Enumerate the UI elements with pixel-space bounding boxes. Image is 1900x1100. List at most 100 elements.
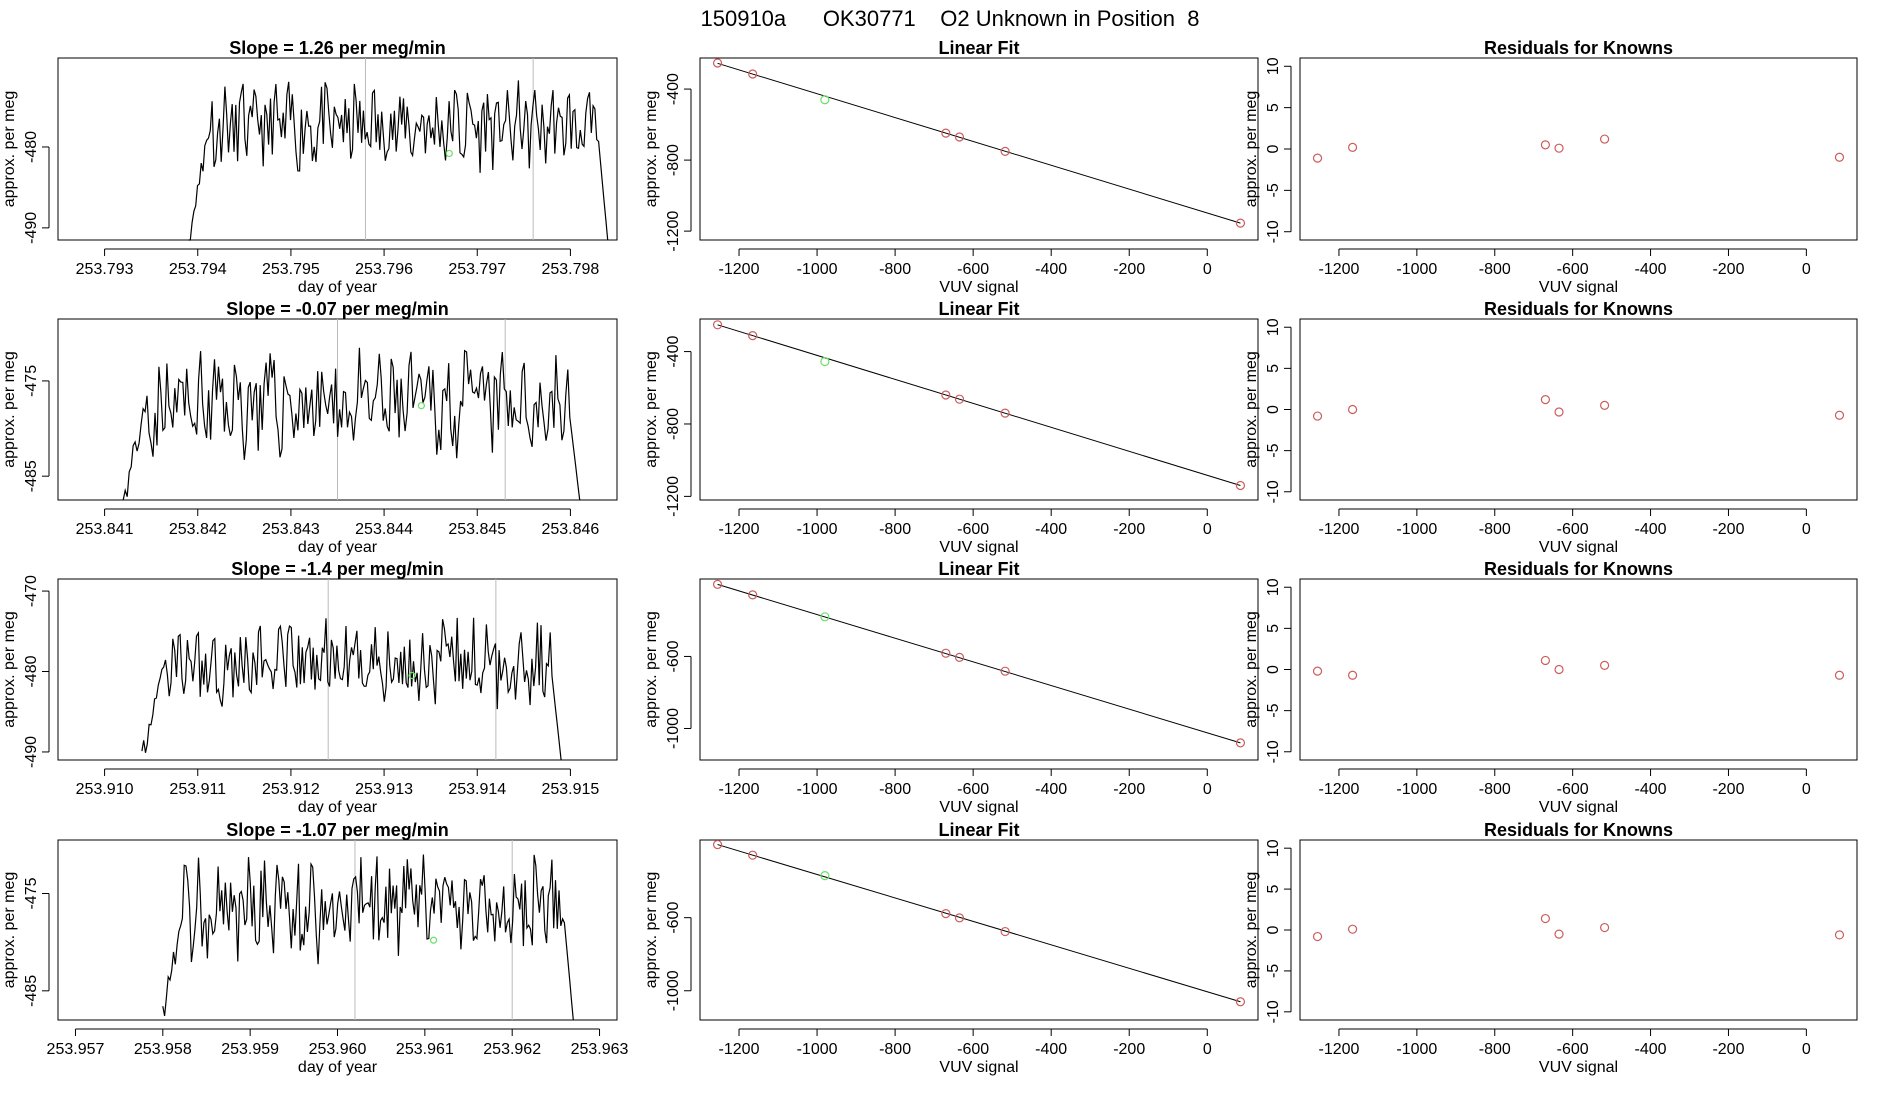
y-tick-label: -490	[23, 212, 40, 244]
x-tick-label: -1000	[797, 1041, 838, 1058]
unknown-point	[820, 95, 830, 105]
x-tick-label: -1200	[719, 521, 760, 538]
y-tick-label: -400	[665, 335, 682, 367]
known-point	[712, 579, 723, 590]
known-point	[1834, 152, 1845, 162]
known-point	[748, 69, 758, 79]
x-tick-label: -400	[1635, 261, 1667, 278]
y-tick-label: -480	[23, 655, 40, 687]
series-line	[122, 347, 581, 501]
known-point	[1554, 664, 1564, 675]
y-tick-label: 10	[1265, 839, 1282, 857]
unknown-point	[820, 356, 830, 367]
panel-linear-fit-2: Linear Fit -1200 -1000 -800 -600 -400 -200 0 VUV…	[643, 299, 1259, 556]
x-tick-label: -400	[1035, 521, 1067, 538]
x-tick-label: -200	[1113, 1041, 1145, 1058]
y-tick-label: -1200	[665, 476, 682, 517]
x-axis-label: VUV signal	[939, 539, 1018, 556]
known-point	[1312, 153, 1323, 163]
known-point	[954, 652, 965, 662]
x-tick-label: 253.795	[262, 261, 320, 278]
x-tick-label: 253.912	[262, 781, 320, 798]
x-tick-label: -400	[1635, 521, 1667, 538]
x-tick-label: -1000	[797, 261, 838, 278]
unknown-point	[820, 871, 830, 881]
x-axis-label: day of year	[298, 279, 378, 296]
y-tick-label: -475	[23, 365, 40, 397]
known-point	[1554, 407, 1564, 417]
known-point	[1312, 931, 1323, 942]
fit-line	[717, 844, 1241, 1003]
known-point	[1235, 997, 1246, 1007]
x-tick-label: -1000	[797, 521, 838, 538]
x-tick-label: 253.962	[483, 1041, 541, 1058]
y-tick-label: -10	[1265, 220, 1282, 243]
y-tick-label: -600	[665, 640, 682, 672]
y-tick-label: -1000	[665, 708, 682, 749]
known-point	[1000, 666, 1010, 676]
series-line	[188, 80, 609, 241]
y-axis-label: approx. per meg	[1243, 611, 1260, 728]
known-point	[748, 590, 758, 600]
x-tick-label: 253.914	[448, 781, 506, 798]
known-point	[1000, 146, 1010, 156]
known-point	[748, 331, 758, 341]
x-tick-label: -200	[1712, 521, 1744, 538]
y-tick-label: -485	[23, 975, 40, 1007]
x-axis-label: day of year	[298, 539, 378, 556]
x-tick-label: 253.959	[221, 1041, 279, 1058]
unknown-point	[445, 149, 453, 158]
plot-frame	[1299, 318, 1858, 501]
x-tick-label: -200	[1712, 781, 1744, 798]
x-axis-label: day of year	[298, 1059, 378, 1076]
known-point	[1235, 218, 1246, 228]
known-point	[1834, 670, 1845, 680]
known-point	[1000, 926, 1010, 937]
x-tick-label: -1200	[1318, 521, 1359, 538]
panel-timeseries-4: Slope = -1.07 per meg/min 253.957 253.958 2…	[1, 820, 629, 1076]
x-axis-label: VUV signal	[1539, 279, 1618, 296]
known-point	[1554, 143, 1564, 153]
y-axis-label: approx. per meg	[1, 351, 18, 468]
known-point	[1554, 929, 1564, 939]
y-tick-label: 5	[1265, 103, 1282, 112]
fit-line	[717, 62, 1241, 224]
x-tick-label: -800	[1479, 261, 1511, 278]
panel-title: Residuals for Knowns	[1484, 820, 1673, 840]
x-tick-label: -200	[1113, 521, 1145, 538]
known-point	[1540, 140, 1550, 150]
y-tick-label: 0	[1265, 405, 1282, 414]
x-tick-label: -200	[1113, 781, 1145, 798]
x-tick-label: -1200	[1318, 261, 1359, 278]
panel-residuals-3: Residuals for Knowns-1200 -1000 -800 -600 -4…	[1243, 559, 1858, 816]
plot-frame	[1299, 57, 1858, 241]
x-tick-label: -1000	[1396, 521, 1437, 538]
y-tick-label: -10	[1265, 480, 1282, 503]
known-point	[1540, 655, 1550, 666]
known-point	[1347, 142, 1358, 152]
y-axis-label: approx. per meg	[643, 91, 660, 208]
known-point	[712, 58, 723, 68]
panel-title: Linear Fit	[938, 559, 1019, 579]
x-tick-label: 0	[1203, 261, 1212, 278]
panel-title: Slope = -1.4 per meg/min	[231, 559, 444, 579]
x-tick-label: 0	[1802, 1041, 1811, 1058]
fit-line	[717, 583, 1241, 744]
y-tick-label: -1000	[665, 970, 682, 1011]
x-tick-label: 253.963	[571, 1041, 629, 1058]
y-tick-label: -800	[665, 408, 682, 440]
y-tick-label: 5	[1265, 364, 1282, 373]
y-tick-label: -400	[665, 73, 682, 105]
x-tick-label: -600	[1557, 521, 1589, 538]
series-line	[141, 617, 562, 761]
panel-title: Slope = -1.07 per meg/min	[226, 820, 449, 840]
panel-title: Slope = -0.07 per meg/min	[226, 299, 449, 319]
y-tick-label: -600	[665, 902, 682, 934]
x-axis-label: day of year	[298, 799, 378, 816]
y-tick-label: -490	[23, 736, 40, 768]
x-tick-label: -400	[1635, 781, 1667, 798]
y-tick-label: 0	[1265, 144, 1282, 153]
y-tick-label: -480	[23, 131, 40, 163]
x-tick-label: -1200	[719, 261, 760, 278]
x-axis-label: VUV signal	[939, 1059, 1018, 1076]
